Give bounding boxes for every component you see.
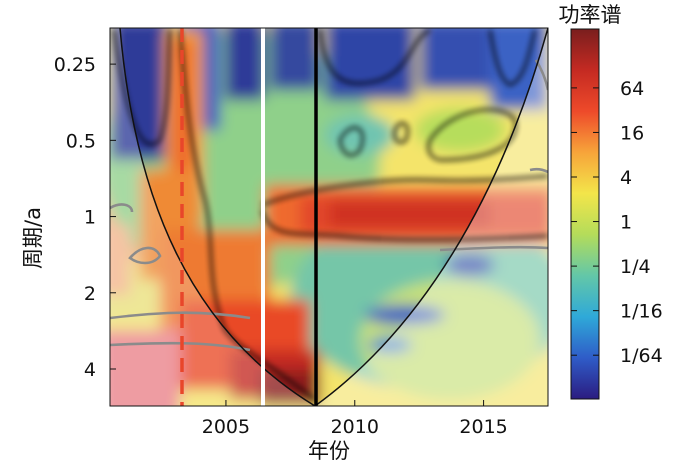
colorbar-tick-label: 1 [620, 212, 632, 234]
x-tick-label: 2015 [459, 416, 507, 438]
colorbar-ticks: 64 16 4 1 1/4 1/16 1/64 [571, 78, 663, 367]
colorbar-tick-label: 1/16 [620, 301, 663, 323]
x-axis: 2005 2010 2015 [202, 400, 508, 438]
colorbar-tick-label: 1/64 [620, 345, 663, 367]
cone-of-influence [119, 28, 548, 406]
cone-shading [110, 28, 548, 406]
y-axis-title: 周期/a [21, 207, 45, 269]
power-heatmap [110, 28, 548, 406]
colorbar-tick-label: 4 [620, 167, 632, 189]
y-tick-label: 0.5 [66, 130, 96, 152]
colorbar [570, 28, 600, 400]
significance-contours [112, 28, 548, 401]
colorbar-tick-label: 16 [620, 122, 644, 144]
y-axis: 0.25 0.5 1 2 4 [54, 54, 116, 381]
y-tick-label: 0.25 [54, 54, 96, 76]
x-tick-label: 2010 [331, 416, 379, 438]
x-tick-label: 2005 [202, 416, 250, 438]
x-axis-title: 年份 [308, 439, 350, 463]
colorbar-tick-label: 1/4 [620, 256, 651, 278]
y-tick-label: 4 [84, 359, 96, 381]
y-tick-label: 2 [84, 283, 96, 305]
plot-area [110, 28, 548, 406]
colorbar-tick-label: 64 [620, 78, 644, 100]
colorbar-title: 功率谱 [559, 3, 622, 27]
gray-contours [110, 59, 548, 352]
y-tick-label: 1 [84, 207, 96, 229]
